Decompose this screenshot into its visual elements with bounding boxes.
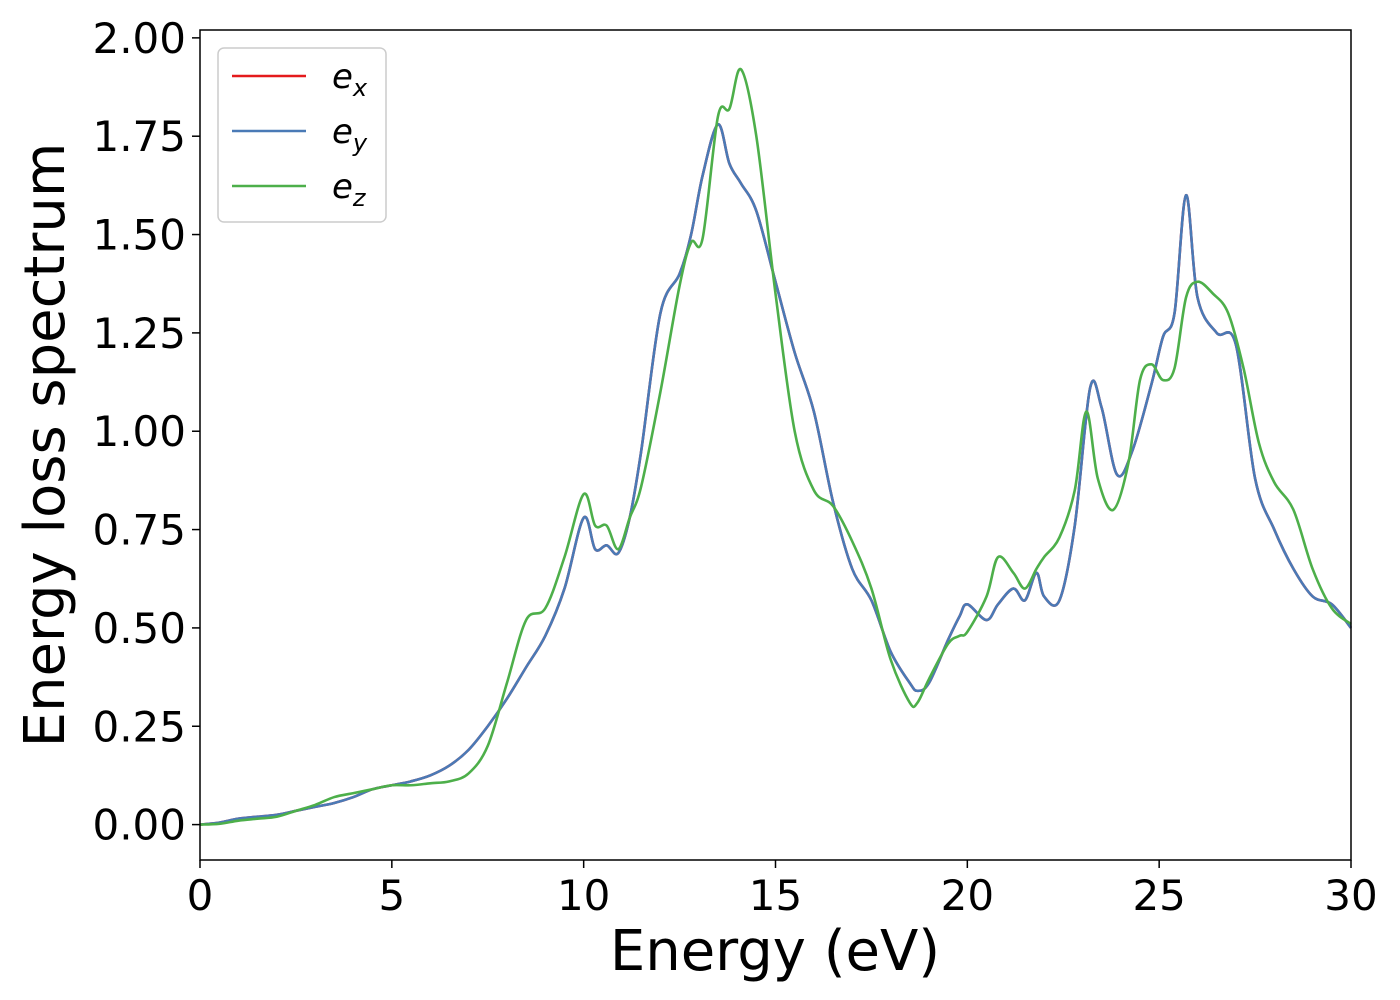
y-tick-label: 0.75	[92, 506, 186, 555]
legend-label-y: ey	[332, 112, 368, 157]
x-axis-title: Energy (eV)	[610, 919, 940, 984]
series-line-z	[199, 68, 1352, 826]
x-tick-label: 5	[378, 871, 405, 920]
x-tick-label: 15	[749, 871, 802, 920]
legend-label-x: ex	[332, 57, 368, 102]
legend-label-z: ez	[332, 167, 367, 212]
y-axis: 0.00 0.25 0.50 0.75 1.00 1.25 1.50 1.75 2.00	[92, 14, 200, 850]
y-axis-title: Energy loss spectrum	[13, 143, 78, 748]
x-tick-label: 20	[941, 871, 994, 920]
y-tick-label: 1.50	[92, 211, 186, 260]
y-tick-label: 0.50	[92, 604, 186, 653]
series-line-y	[199, 123, 1353, 826]
x-tick-label: 30	[1324, 871, 1377, 920]
legend-frame	[217, 47, 387, 223]
y-tick-label: 1.00	[92, 407, 186, 456]
series-layer	[199, 68, 1353, 826]
x-axis: 0 5 10 15 20 25 30	[187, 860, 1378, 920]
x-tick-label: 25	[1132, 871, 1185, 920]
y-tick-label: 1.25	[92, 309, 186, 358]
x-tick-label: 10	[557, 871, 610, 920]
y-tick-label: 0.00	[92, 801, 186, 850]
y-tick-label: 0.25	[92, 702, 186, 751]
y-tick-label: 2.00	[92, 14, 186, 63]
x-tick-label: 0	[187, 871, 214, 920]
legend: ex ey ez	[217, 47, 387, 223]
y-tick-label: 1.75	[92, 112, 186, 161]
